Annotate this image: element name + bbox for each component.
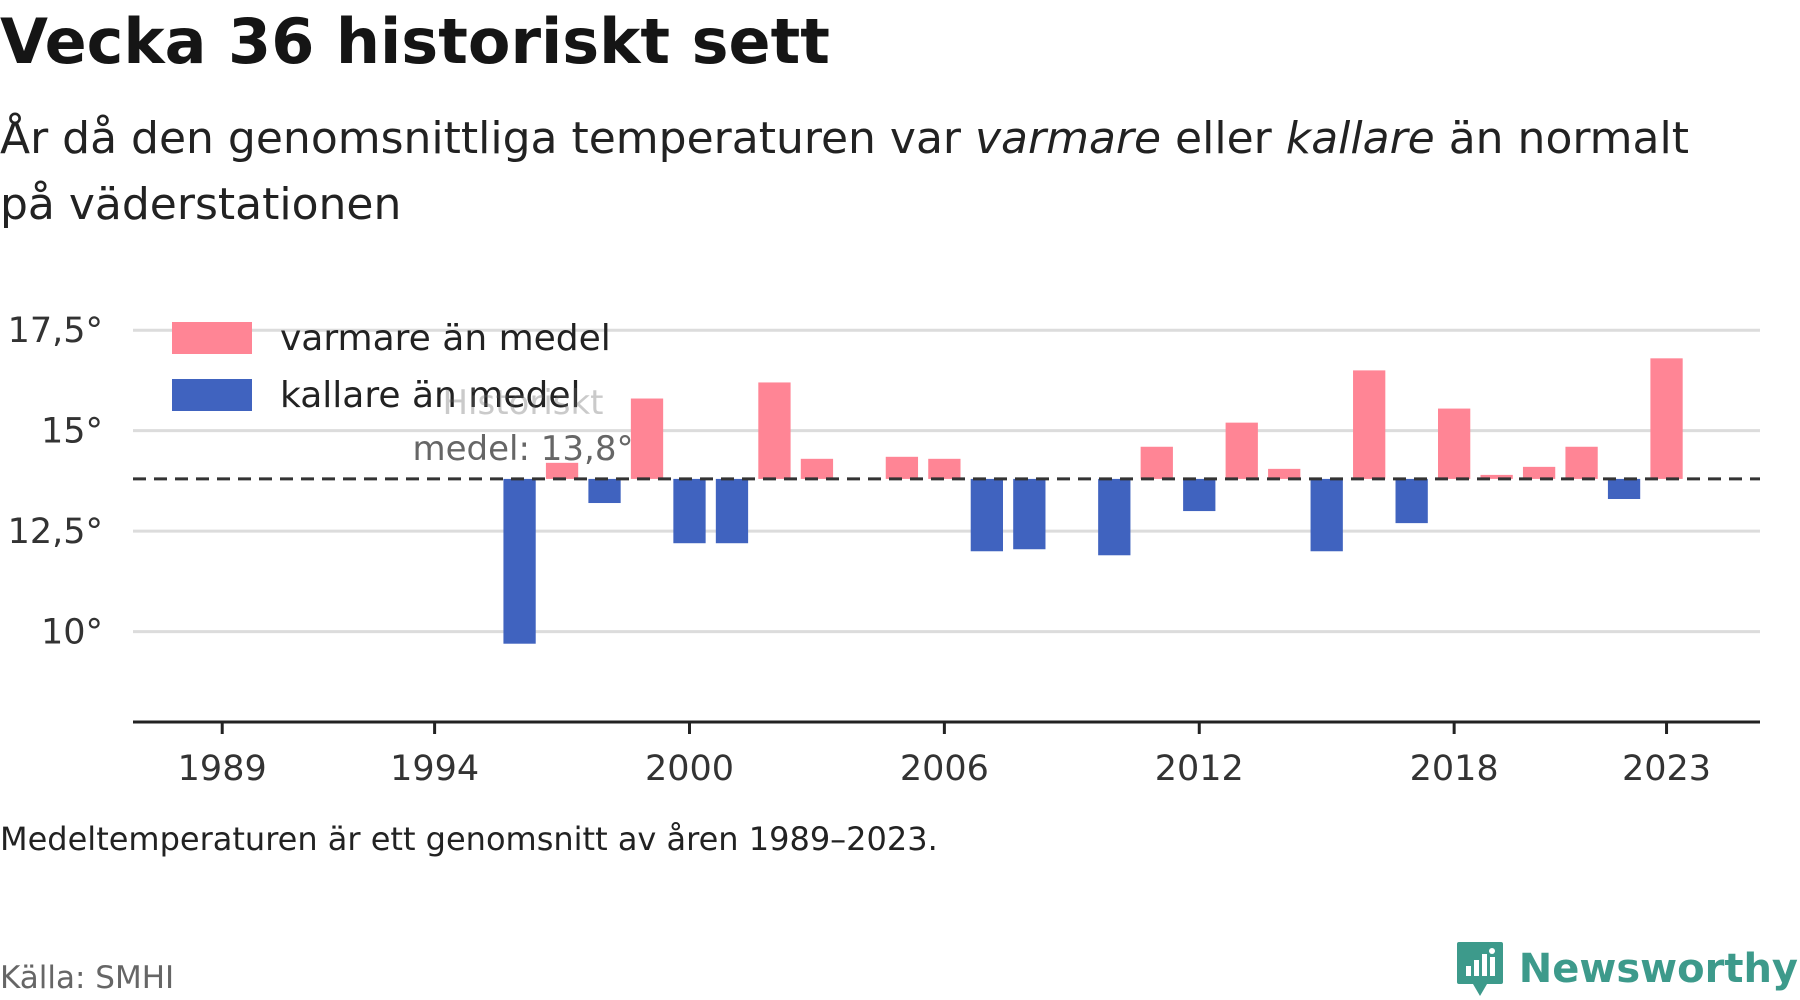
bar bbox=[800, 458, 834, 479]
bar bbox=[1310, 478, 1343, 552]
legend-warm-label: varmare än medel bbox=[280, 318, 611, 359]
bar bbox=[1522, 466, 1556, 479]
bar bbox=[1013, 478, 1046, 550]
brand-name: Newsworthy bbox=[1518, 946, 1798, 992]
x-axis: 1989 1994 2000 2006 2012 2018 2023 bbox=[133, 720, 1760, 789]
subtitle-part-1: År då den genomsnittliga temperaturen va… bbox=[0, 113, 975, 164]
legend-cold-label: kallare än medel bbox=[280, 375, 580, 416]
y-tick-label: 10° bbox=[41, 613, 103, 653]
source-credit: Källa: SMHI bbox=[0, 960, 175, 996]
bar bbox=[970, 478, 1003, 552]
legend: varmare än medel kallare än medel bbox=[172, 318, 611, 416]
y-tick-label: 15° bbox=[41, 412, 103, 452]
temperature-bar-chart: 1989 1994 2000 2006 2012 2018 2023 10° 12,5° 15°… bbox=[8, 311, 1760, 789]
bar bbox=[630, 398, 664, 479]
brand-logo: Newsworthy bbox=[1455, 940, 1798, 998]
bars bbox=[133, 358, 1760, 644]
bar bbox=[1480, 474, 1513, 479]
bar bbox=[1268, 468, 1301, 479]
bar bbox=[1565, 446, 1598, 479]
bar bbox=[1140, 446, 1173, 479]
bar bbox=[503, 478, 536, 644]
bar bbox=[1098, 478, 1131, 556]
legend-warm-swatch bbox=[172, 322, 252, 354]
subtitle-cold-word: kallare bbox=[1285, 113, 1435, 164]
bar bbox=[715, 478, 749, 544]
subtitle-warm-word: varmare bbox=[974, 113, 1162, 164]
subtitle-part-2: eller bbox=[1161, 113, 1286, 164]
newsworthy-logo-icon bbox=[1456, 942, 1503, 996]
x-tick-label: 2023 bbox=[1622, 749, 1711, 789]
y-axis-tick-labels: 10° 12,5° 15° 17,5° bbox=[8, 311, 103, 652]
bar bbox=[1437, 408, 1471, 479]
baseline-label-line2: medel: 13,8° bbox=[413, 429, 634, 469]
bar bbox=[758, 382, 791, 479]
baseline-label-line1: Historiskt bbox=[442, 383, 603, 423]
page-subtitle: År då den genomsnittliga temperaturen va… bbox=[0, 106, 1740, 238]
bar bbox=[1607, 478, 1641, 500]
bar bbox=[545, 462, 579, 479]
subtitle-part-3: än normalt på väderstationen bbox=[0, 113, 1689, 230]
bar bbox=[1225, 422, 1258, 479]
bar bbox=[588, 478, 621, 504]
bar bbox=[673, 478, 706, 544]
y-tick-label: 12,5° bbox=[8, 512, 103, 552]
y-tick-label: 17,5° bbox=[8, 311, 103, 351]
legend-cold-swatch bbox=[172, 379, 252, 411]
footnote: Medeltemperaturen är ett genomsnitt av å… bbox=[0, 820, 938, 858]
x-tick-label: 1994 bbox=[390, 749, 479, 789]
bar bbox=[1183, 478, 1216, 512]
bar bbox=[1395, 478, 1428, 524]
x-tick-label: 2012 bbox=[1155, 749, 1244, 789]
bar bbox=[1650, 358, 1683, 479]
bar bbox=[885, 456, 919, 479]
x-tick-label: 1989 bbox=[178, 749, 267, 789]
baseline-annotation: Historiskt medel: 13,8° bbox=[413, 383, 634, 469]
bar bbox=[1353, 370, 1386, 479]
x-tick-label: 2018 bbox=[1410, 749, 1499, 789]
x-tick-label: 2000 bbox=[645, 749, 734, 789]
grid-lines bbox=[133, 328, 1760, 634]
page-title: Vecka 36 historiskt sett bbox=[0, 5, 830, 78]
bar bbox=[928, 458, 961, 479]
x-tick-label: 2006 bbox=[900, 749, 989, 789]
